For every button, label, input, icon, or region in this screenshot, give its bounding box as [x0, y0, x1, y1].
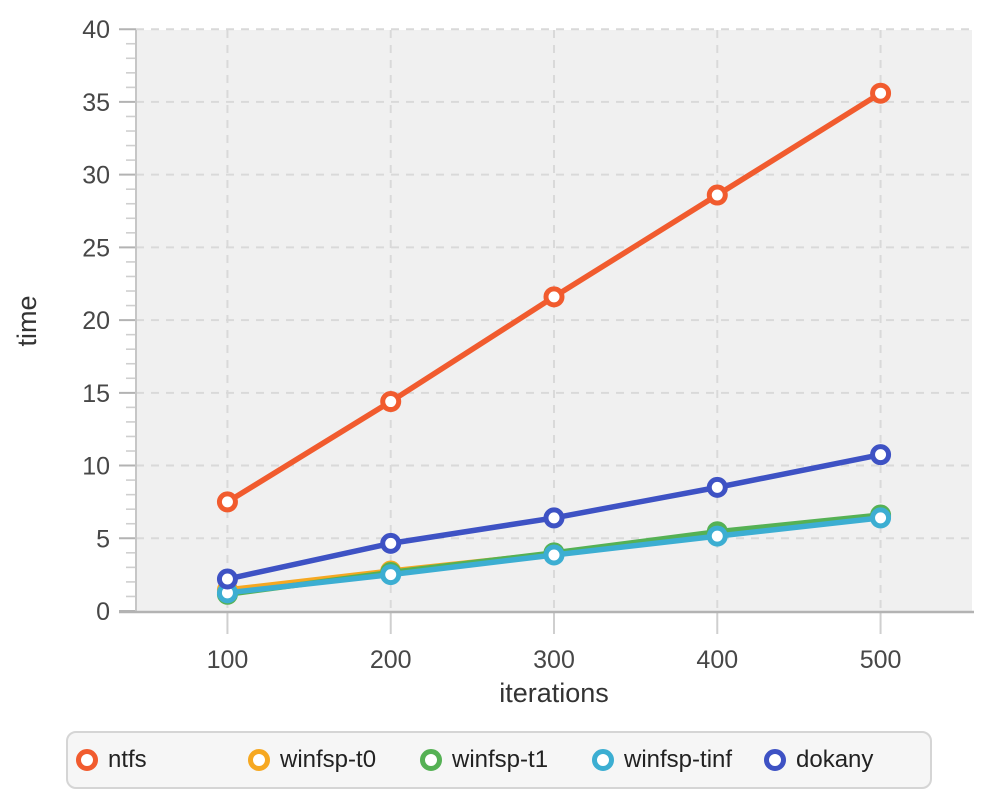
legend-label-winfsp-tinf: winfsp-tinf [624, 746, 733, 773]
marker-winfsp-tinf-200 [380, 564, 402, 586]
plot-region: 0 5 10 15 20 25 30 35 40 100 200 300 400 500 [82, 16, 974, 674]
marker-ntfs-300 [543, 286, 565, 308]
y-tick-label: 10 [82, 453, 110, 481]
x-tick-label: 400 [696, 646, 738, 674]
marker-ntfs-400 [706, 184, 728, 206]
legend-marker-winfsp-t1-icon [420, 749, 442, 771]
x-tick-label: 100 [207, 646, 249, 674]
x-tick-label: 200 [370, 646, 412, 674]
legend-label-winfsp-t0: winfsp-t0 [280, 746, 377, 773]
legend-marker-ntfs-icon [76, 749, 98, 771]
marker-dokany-200 [380, 532, 402, 554]
y-tick-label: 35 [82, 89, 110, 117]
legend-item-winfsp-t0: winfsp-t0 [248, 746, 420, 774]
legend-marker-winfsp-tinf-icon [592, 749, 614, 771]
marker-ntfs-200 [380, 391, 402, 413]
line-chart: 0 5 10 15 20 25 30 35 40 100 200 300 400 500 iteratio… [12, 16, 974, 708]
marker-dokany-300 [543, 507, 565, 529]
legend-marker-winfsp-t0-icon [248, 749, 270, 771]
y-tick-label: 0 [96, 598, 110, 626]
legend-item-winfsp-t1: winfsp-t1 [420, 746, 592, 774]
x-tick-label: 300 [533, 646, 575, 674]
marker-dokany-100 [216, 568, 238, 590]
y-axis-title: time [12, 295, 42, 346]
x-tick-label: 500 [860, 646, 902, 674]
legend-item-winfsp-tinf: winfsp-tinf [592, 746, 764, 774]
legend-label-ntfs: ntfs [108, 746, 147, 773]
marker-winfsp-tinf-500 [870, 507, 892, 529]
marker-dokany-500 [870, 444, 892, 466]
legend-label-dokany: dokany [796, 746, 874, 773]
y-tick-label: 25 [82, 234, 110, 262]
legend-label-winfsp-t1: winfsp-t1 [452, 746, 549, 773]
y-tick-label: 30 [82, 162, 110, 190]
chart-legend: ntfs winfsp-t0 winfsp-t1 winfsp-tinf dokany [66, 731, 932, 789]
legend-item-ntfs: ntfs [76, 746, 248, 774]
marker-winfsp-tinf-400 [706, 525, 728, 547]
marker-winfsp-tinf-300 [543, 544, 565, 566]
y-tick-label: 40 [82, 16, 110, 44]
y-tick-label: 20 [82, 307, 110, 335]
y-tick-label: 5 [96, 525, 110, 553]
legend-marker-dokany-icon [764, 749, 786, 771]
x-axis-title: iterations [499, 678, 609, 708]
legend-item-dokany: dokany [764, 746, 873, 774]
marker-ntfs-100 [216, 491, 238, 513]
marker-dokany-400 [706, 476, 728, 498]
marker-ntfs-500 [870, 82, 892, 104]
y-tick-label: 15 [82, 380, 110, 408]
